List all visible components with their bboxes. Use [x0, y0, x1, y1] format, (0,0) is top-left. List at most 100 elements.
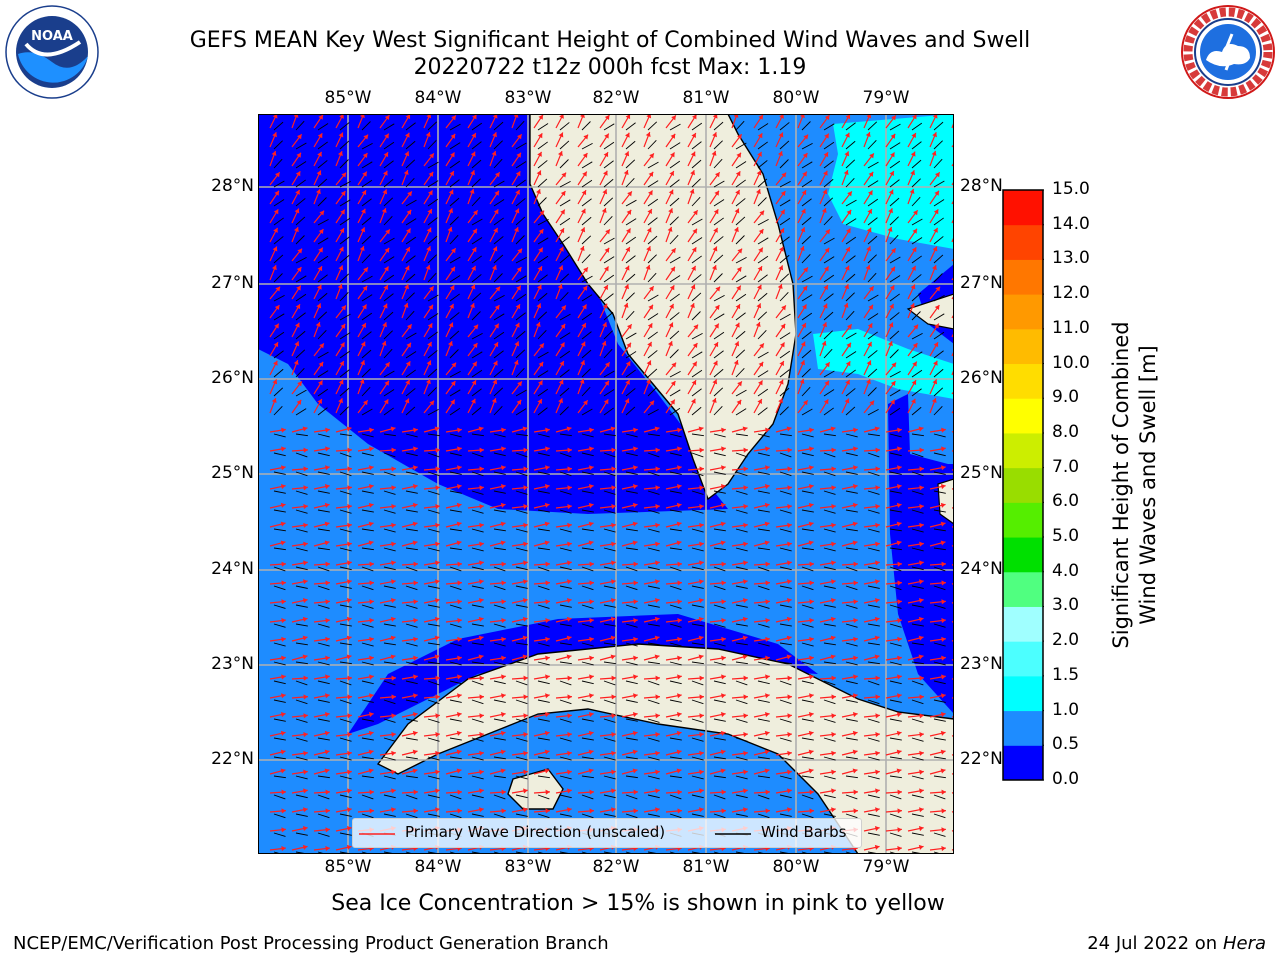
wave-arrow-head — [303, 807, 308, 813]
wave-arrow-head — [632, 768, 638, 774]
wave-arrow-head — [391, 807, 396, 813]
wave-arrow-head — [567, 769, 572, 775]
wave-arrow-head — [648, 190, 653, 196]
wind-barb — [713, 350, 724, 359]
wave-arrow-head — [764, 730, 770, 736]
wave-arrow-head — [714, 323, 719, 329]
wind-barb — [625, 255, 636, 264]
wind-barb — [405, 471, 418, 475]
wind-barb — [537, 388, 549, 397]
wave-arrow-head — [654, 616, 660, 622]
wave-arrow-head — [545, 808, 550, 814]
wind-barb — [779, 699, 792, 705]
wind-barb — [383, 737, 396, 742]
wave-arrow-head — [692, 228, 697, 234]
wind-barb — [405, 452, 418, 457]
wind-barb — [735, 680, 748, 686]
wind-barb — [691, 604, 704, 608]
wind-barb — [911, 255, 922, 264]
wave-arrow-head — [714, 190, 719, 196]
wind-barb — [757, 178, 768, 188]
wave-arrow-head — [588, 484, 594, 490]
wave-arrow-head — [347, 732, 352, 738]
wind-barb — [845, 178, 855, 188]
wind-barb — [647, 604, 660, 608]
wind-barb — [339, 775, 352, 780]
wind-barb — [801, 386, 811, 397]
wind-barb — [801, 142, 813, 150]
wind-barb — [625, 528, 638, 532]
wave-arrow-head — [787, 466, 792, 472]
wind-barb — [713, 217, 724, 226]
wind-barb — [603, 585, 616, 589]
wind-barb — [581, 121, 591, 131]
wave-arrow-head — [369, 789, 374, 795]
wave-arrow-head — [369, 636, 374, 642]
wind-barb — [779, 490, 792, 495]
wind-barb — [471, 388, 482, 397]
wind-barb — [559, 369, 570, 378]
wind-barb — [779, 794, 792, 799]
wave-arrow-head — [692, 210, 698, 216]
wave-arrow-head — [896, 540, 902, 546]
wave-arrow-head — [889, 303, 894, 309]
wave-arrow-head — [382, 322, 387, 328]
wave-arrow-head — [567, 579, 572, 585]
wind-barb — [691, 369, 703, 378]
wave-arrow-head — [491, 265, 497, 271]
wind-barb — [647, 161, 659, 169]
wave-arrow-head — [743, 694, 748, 700]
wave-arrow-head — [676, 502, 682, 508]
wave-arrow-head — [633, 674, 638, 680]
wind-barb — [779, 509, 792, 514]
wave-arrow-head — [369, 618, 374, 624]
wave-arrow-head — [339, 361, 344, 367]
wind-barb — [581, 623, 594, 628]
wave-arrow-head — [809, 427, 814, 433]
wave-arrow-head — [911, 265, 916, 271]
wind-barb — [361, 198, 372, 207]
wind-barb — [383, 509, 396, 514]
wind-barb — [845, 255, 856, 264]
wave-arrow-head — [853, 693, 858, 699]
wind-barb — [559, 680, 572, 686]
wind-barb — [361, 179, 373, 188]
wave-arrow-head — [567, 788, 572, 794]
wave-arrow-head — [369, 808, 374, 814]
wave-arrow-head — [655, 579, 660, 585]
wave-arrow-head — [919, 485, 924, 491]
wave-arrow-head — [911, 398, 916, 404]
wave-arrow-head — [720, 484, 726, 490]
wave-arrow-head — [384, 380, 389, 386]
wave-arrow-head — [346, 844, 352, 850]
wave-arrow-head — [787, 522, 792, 528]
wind-barb — [823, 566, 836, 571]
wave-arrow-head — [522, 616, 528, 622]
wave-arrow-head — [390, 654, 396, 660]
wind-barb — [801, 433, 814, 438]
wind-barb — [273, 331, 285, 340]
wave-arrow-head — [866, 246, 871, 252]
wind-barb — [339, 159, 349, 169]
wave-arrow-head — [911, 247, 917, 253]
wave-arrow-head — [479, 485, 484, 491]
wave-arrow-head — [764, 768, 770, 774]
wind-barb — [427, 680, 440, 686]
wind-barb — [779, 813, 792, 817]
wave-arrow-head — [611, 732, 616, 738]
wave-arrow-head — [347, 579, 352, 585]
nws-logo — [1181, 5, 1275, 99]
wind-barb — [757, 566, 770, 572]
wave-arrow-head — [369, 693, 374, 699]
wind-barb — [273, 680, 286, 685]
wave-arrow-head — [912, 228, 917, 234]
wave-arrow-head — [778, 265, 784, 271]
wind-barb — [845, 718, 858, 722]
wave-arrow-head — [866, 360, 872, 366]
wave-arrow-head — [457, 465, 462, 471]
wind-barb — [625, 794, 638, 800]
wave-arrow-head — [479, 750, 484, 756]
wind-barb — [537, 433, 550, 438]
wind-barb — [537, 274, 548, 283]
wind-barb — [361, 142, 373, 150]
